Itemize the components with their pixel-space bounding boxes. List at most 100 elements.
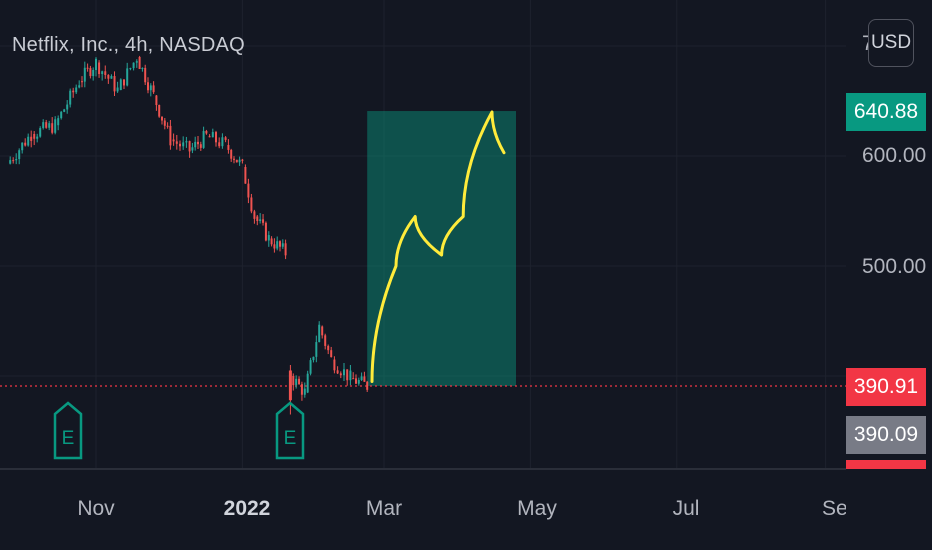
candle-body xyxy=(366,381,369,390)
candle-body xyxy=(116,87,119,92)
candle-body xyxy=(321,326,324,336)
candle-body xyxy=(355,378,357,384)
candle-body xyxy=(253,211,256,219)
candle-body xyxy=(98,62,101,75)
candle-body xyxy=(81,81,83,83)
candle-body xyxy=(312,356,315,361)
candle-body xyxy=(306,373,309,393)
candle-body xyxy=(330,350,333,358)
candle-body xyxy=(42,122,45,129)
candle-body xyxy=(349,370,352,381)
candle-body xyxy=(197,141,199,145)
currency-button[interactable]: USD xyxy=(868,19,914,67)
candle-body xyxy=(51,123,54,133)
earnings-marker-label: E xyxy=(62,428,75,449)
earnings-marker-label: E xyxy=(284,428,297,449)
candle-body xyxy=(175,141,178,144)
candle-body xyxy=(95,58,97,71)
candle-body xyxy=(169,125,172,146)
projection-arrow xyxy=(370,110,506,383)
candle-body xyxy=(15,159,18,161)
candle-body xyxy=(270,238,273,245)
candle-body xyxy=(327,345,330,351)
candle-body xyxy=(72,90,75,93)
candle-body xyxy=(45,122,48,128)
candle-body xyxy=(303,388,306,395)
candle-body xyxy=(48,123,51,128)
candle-body xyxy=(69,90,72,105)
candle-body xyxy=(267,235,270,241)
candle-body xyxy=(247,183,250,198)
candle-body xyxy=(161,116,163,121)
candle-body xyxy=(138,57,141,70)
candle-body xyxy=(179,143,181,147)
candle-body xyxy=(315,342,318,357)
earnings-marker-icon[interactable]: E xyxy=(53,401,83,461)
candle-body xyxy=(363,376,366,382)
candle-body xyxy=(281,243,284,247)
candle-body xyxy=(75,87,78,93)
candle-body xyxy=(262,219,265,223)
candle-body xyxy=(18,150,21,160)
time-axis-label-may: May xyxy=(517,497,557,520)
candle-body xyxy=(144,67,147,83)
price-axis-strip xyxy=(846,460,926,469)
candle-body xyxy=(39,128,42,137)
candle-body xyxy=(336,370,339,374)
candle-body xyxy=(273,244,276,249)
earnings-marker-icon[interactable]: E xyxy=(275,401,305,461)
candle-body xyxy=(343,369,345,376)
candle-body xyxy=(104,71,107,75)
price-axis-top-label: 7 xyxy=(862,32,874,56)
candle-body xyxy=(132,62,135,69)
candle-body xyxy=(233,158,235,160)
candle-body xyxy=(113,76,116,92)
candle-body xyxy=(110,76,113,79)
candle-body xyxy=(215,132,217,143)
candle-body xyxy=(238,159,241,163)
candle-body xyxy=(259,219,262,222)
candle-body xyxy=(107,74,110,79)
candle-body xyxy=(158,104,161,117)
candle-body xyxy=(324,335,327,346)
candle-body xyxy=(279,241,281,247)
time-axis-label-nov: Nov xyxy=(77,497,115,520)
candle-body xyxy=(227,145,230,150)
candle-body xyxy=(9,160,12,164)
candle-body xyxy=(333,359,336,371)
time-axis-label-mar: Mar xyxy=(365,497,403,520)
price-axis-label-500: 500.00 xyxy=(862,255,927,278)
candle-body xyxy=(224,137,227,140)
price-axis-label-600: 600.00 xyxy=(862,144,927,167)
candle-body xyxy=(250,197,253,212)
candle-body xyxy=(346,369,349,381)
candle-body xyxy=(27,136,30,146)
candle-body xyxy=(292,376,295,386)
candle-body xyxy=(276,241,279,249)
candle-body xyxy=(194,141,197,148)
candle-body xyxy=(147,82,149,91)
candle-body xyxy=(339,373,342,376)
time-axis-label-sep: Sep xyxy=(822,497,846,520)
candle-body xyxy=(123,79,125,86)
candle-body xyxy=(54,119,57,133)
target-price-label: 640.88 xyxy=(846,93,926,131)
candle-body xyxy=(66,104,69,110)
candle-body xyxy=(284,243,287,256)
candle-body xyxy=(241,159,244,161)
candle-body xyxy=(182,142,185,147)
candle-body xyxy=(221,137,224,147)
candle-body xyxy=(101,71,104,75)
candle-body xyxy=(129,68,132,70)
candle-body xyxy=(185,141,188,143)
candle-body xyxy=(202,131,205,148)
candle-body xyxy=(264,222,267,241)
candle-body xyxy=(36,136,39,139)
candle-body xyxy=(244,167,247,184)
candle-body xyxy=(163,120,166,126)
candle-body xyxy=(352,378,355,380)
candle-body xyxy=(119,79,122,90)
candle-body xyxy=(199,144,202,148)
